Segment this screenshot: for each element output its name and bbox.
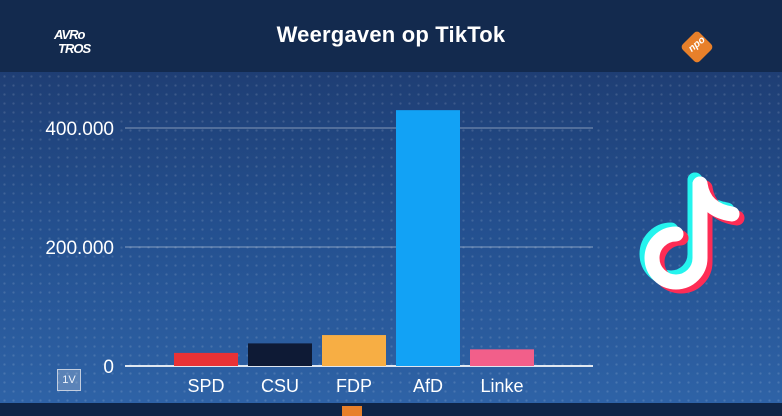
chart-y-ticks: 0 200.000 400.000: [45, 119, 114, 378]
x-tick-label: AfD: [413, 376, 443, 396]
bar-linke: [470, 349, 534, 366]
avrotros-logo: AVRo TROS: [54, 28, 106, 62]
bar-afd: [396, 110, 460, 367]
chart-title: Weergaven op TikTok: [276, 22, 506, 47]
x-tick-label: SPD: [187, 376, 224, 396]
avrotros-logo-line2: TROS: [58, 41, 91, 56]
bar-fdp: [322, 335, 386, 366]
y-tick-label: 0: [103, 357, 114, 378]
chart-bars: [174, 110, 534, 367]
header-bar: [0, 0, 782, 72]
bar-spd: [174, 352, 238, 366]
chart-gridlines: [125, 127, 593, 367]
y-tick-label: 200.000: [45, 238, 114, 259]
chart-x-ticks: SPD CSU FDP AfD Linke: [187, 376, 523, 396]
tiktok-note-icon: [639, 172, 745, 294]
one-vandaag-badge: 1V: [57, 369, 81, 391]
y-tick-label: 400.000: [45, 119, 114, 140]
bottom-strip: [0, 403, 782, 416]
x-tick-label: Linke: [480, 376, 523, 396]
bottom-orange-mark: [342, 406, 362, 416]
avrotros-logo-line1: AVRo: [54, 27, 85, 42]
bar-csu: [248, 343, 312, 366]
x-tick-label: FDP: [336, 376, 372, 396]
x-tick-label: CSU: [261, 376, 299, 396]
